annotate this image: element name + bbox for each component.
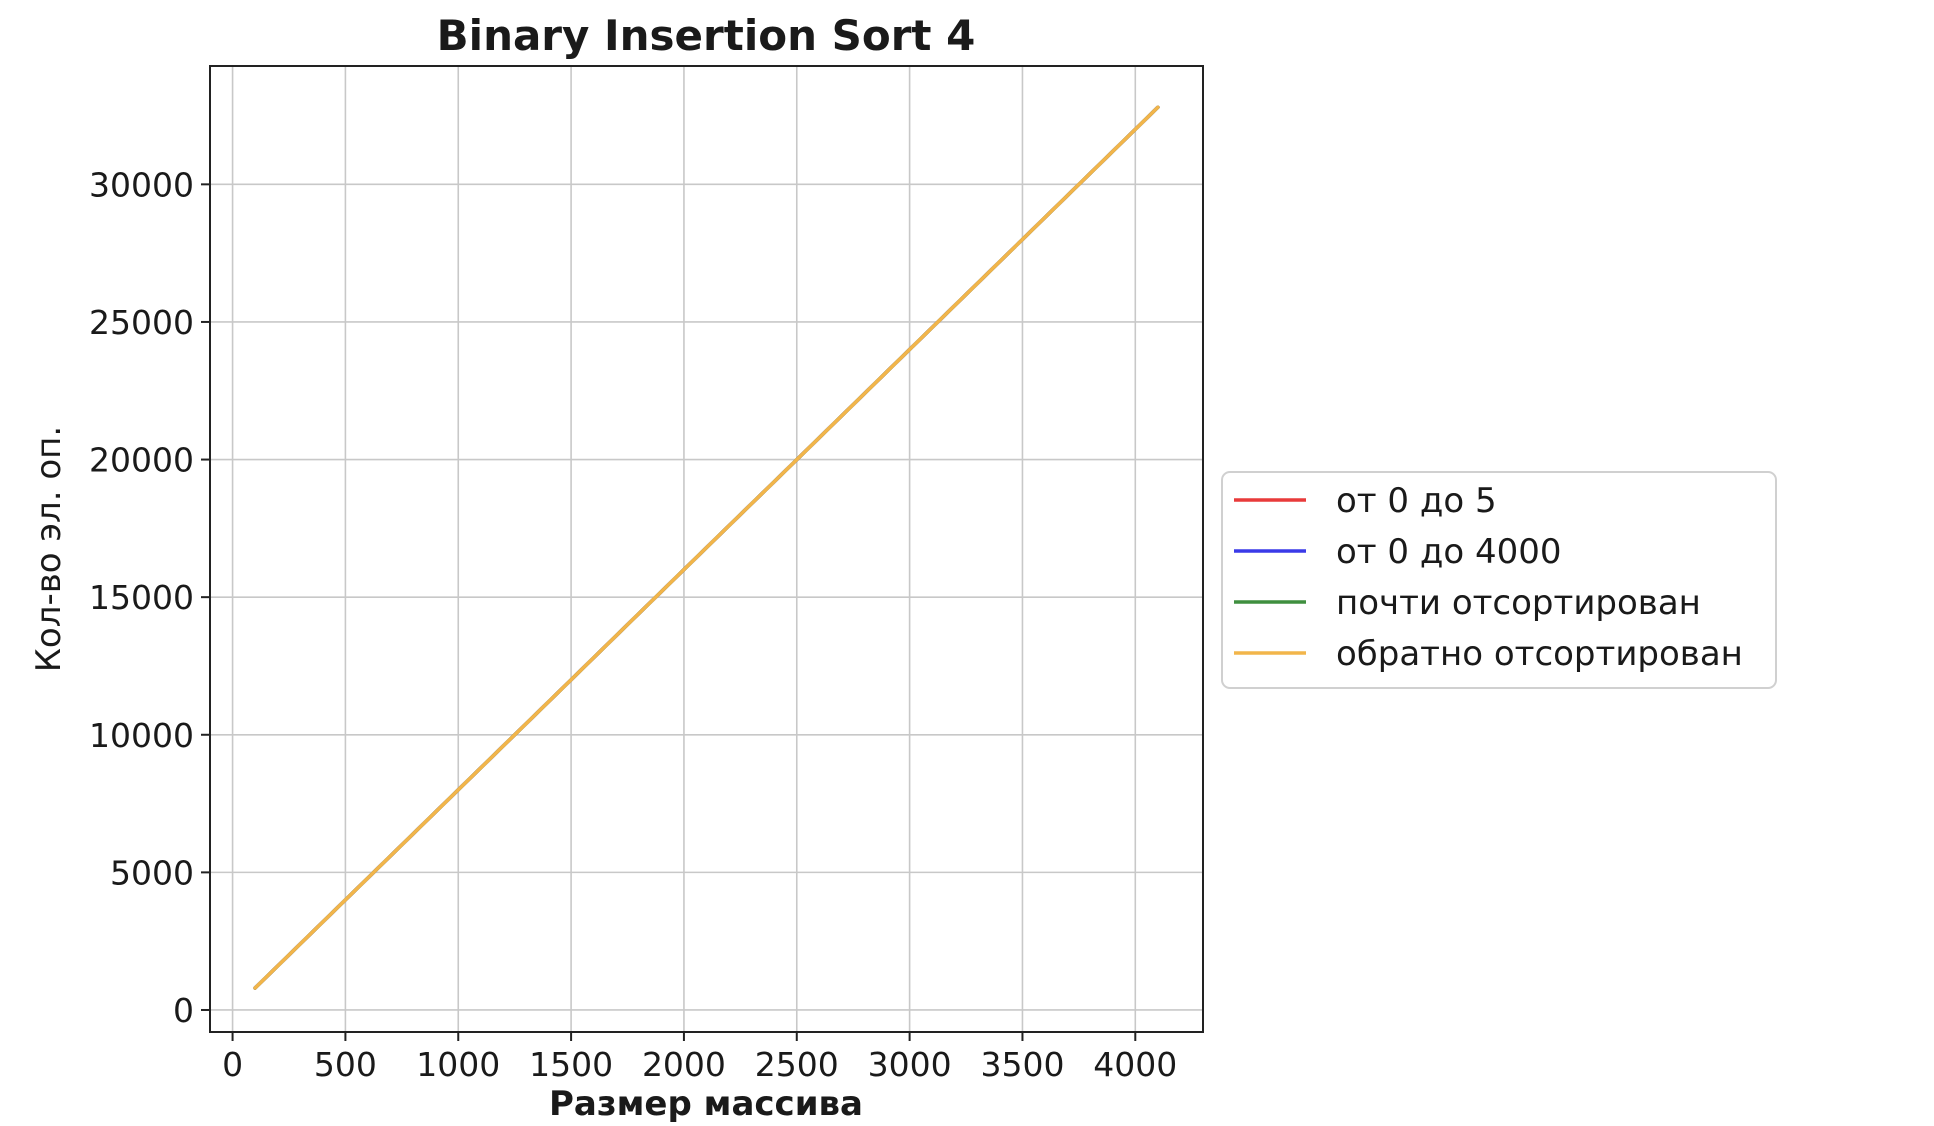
y-axis-label: Кол-во эл. оп. bbox=[29, 426, 69, 672]
y-tick-label: 0 bbox=[173, 991, 194, 1030]
x-tick-label: 2000 bbox=[642, 1045, 726, 1084]
x-tick-label: 500 bbox=[314, 1045, 377, 1084]
series-line-4 bbox=[253, 105, 1160, 990]
y-tick-label: 30000 bbox=[89, 165, 194, 204]
legend-label-3: почти отсортирован bbox=[1336, 583, 1701, 623]
chart-title: Binary Insertion Sort 4 bbox=[437, 11, 976, 60]
y-tick-label: 25000 bbox=[89, 303, 194, 342]
x-tick-label: 2500 bbox=[755, 1045, 839, 1084]
axes-frame bbox=[209, 65, 1204, 1033]
x-ticks: 0 500 1000 1500 2000 2500 3000 3500 4000 bbox=[222, 1032, 1177, 1084]
x-tick-label: 4000 bbox=[1093, 1045, 1177, 1084]
x-tick-label: 0 bbox=[222, 1045, 243, 1084]
x-axis-label: Размер массива bbox=[549, 1084, 863, 1124]
y-tick-label: 10000 bbox=[89, 716, 194, 755]
x-tick-label: 1000 bbox=[416, 1045, 500, 1084]
y-tick-label: 5000 bbox=[110, 853, 194, 892]
legend-label-2: от 0 до 4000 bbox=[1336, 532, 1562, 572]
x-tick-label: 1500 bbox=[529, 1045, 613, 1084]
series-group bbox=[253, 105, 1160, 990]
x-tick-label: 3000 bbox=[868, 1045, 952, 1084]
legend-label-4: обратно отсортирован bbox=[1336, 634, 1743, 674]
legend: от 0 до 5 от 0 до 4000 почти отсортирован о… bbox=[1221, 471, 1777, 689]
legend-box bbox=[1221, 471, 1777, 689]
y-tick-label: 15000 bbox=[89, 578, 194, 617]
y-ticks: 0 5000 10000 15000 20000 25000 30000 bbox=[89, 165, 210, 1030]
legend-label-1: от 0 до 5 bbox=[1336, 481, 1497, 521]
y-tick-label: 20000 bbox=[89, 441, 194, 480]
x-tick-label: 3500 bbox=[980, 1045, 1064, 1084]
